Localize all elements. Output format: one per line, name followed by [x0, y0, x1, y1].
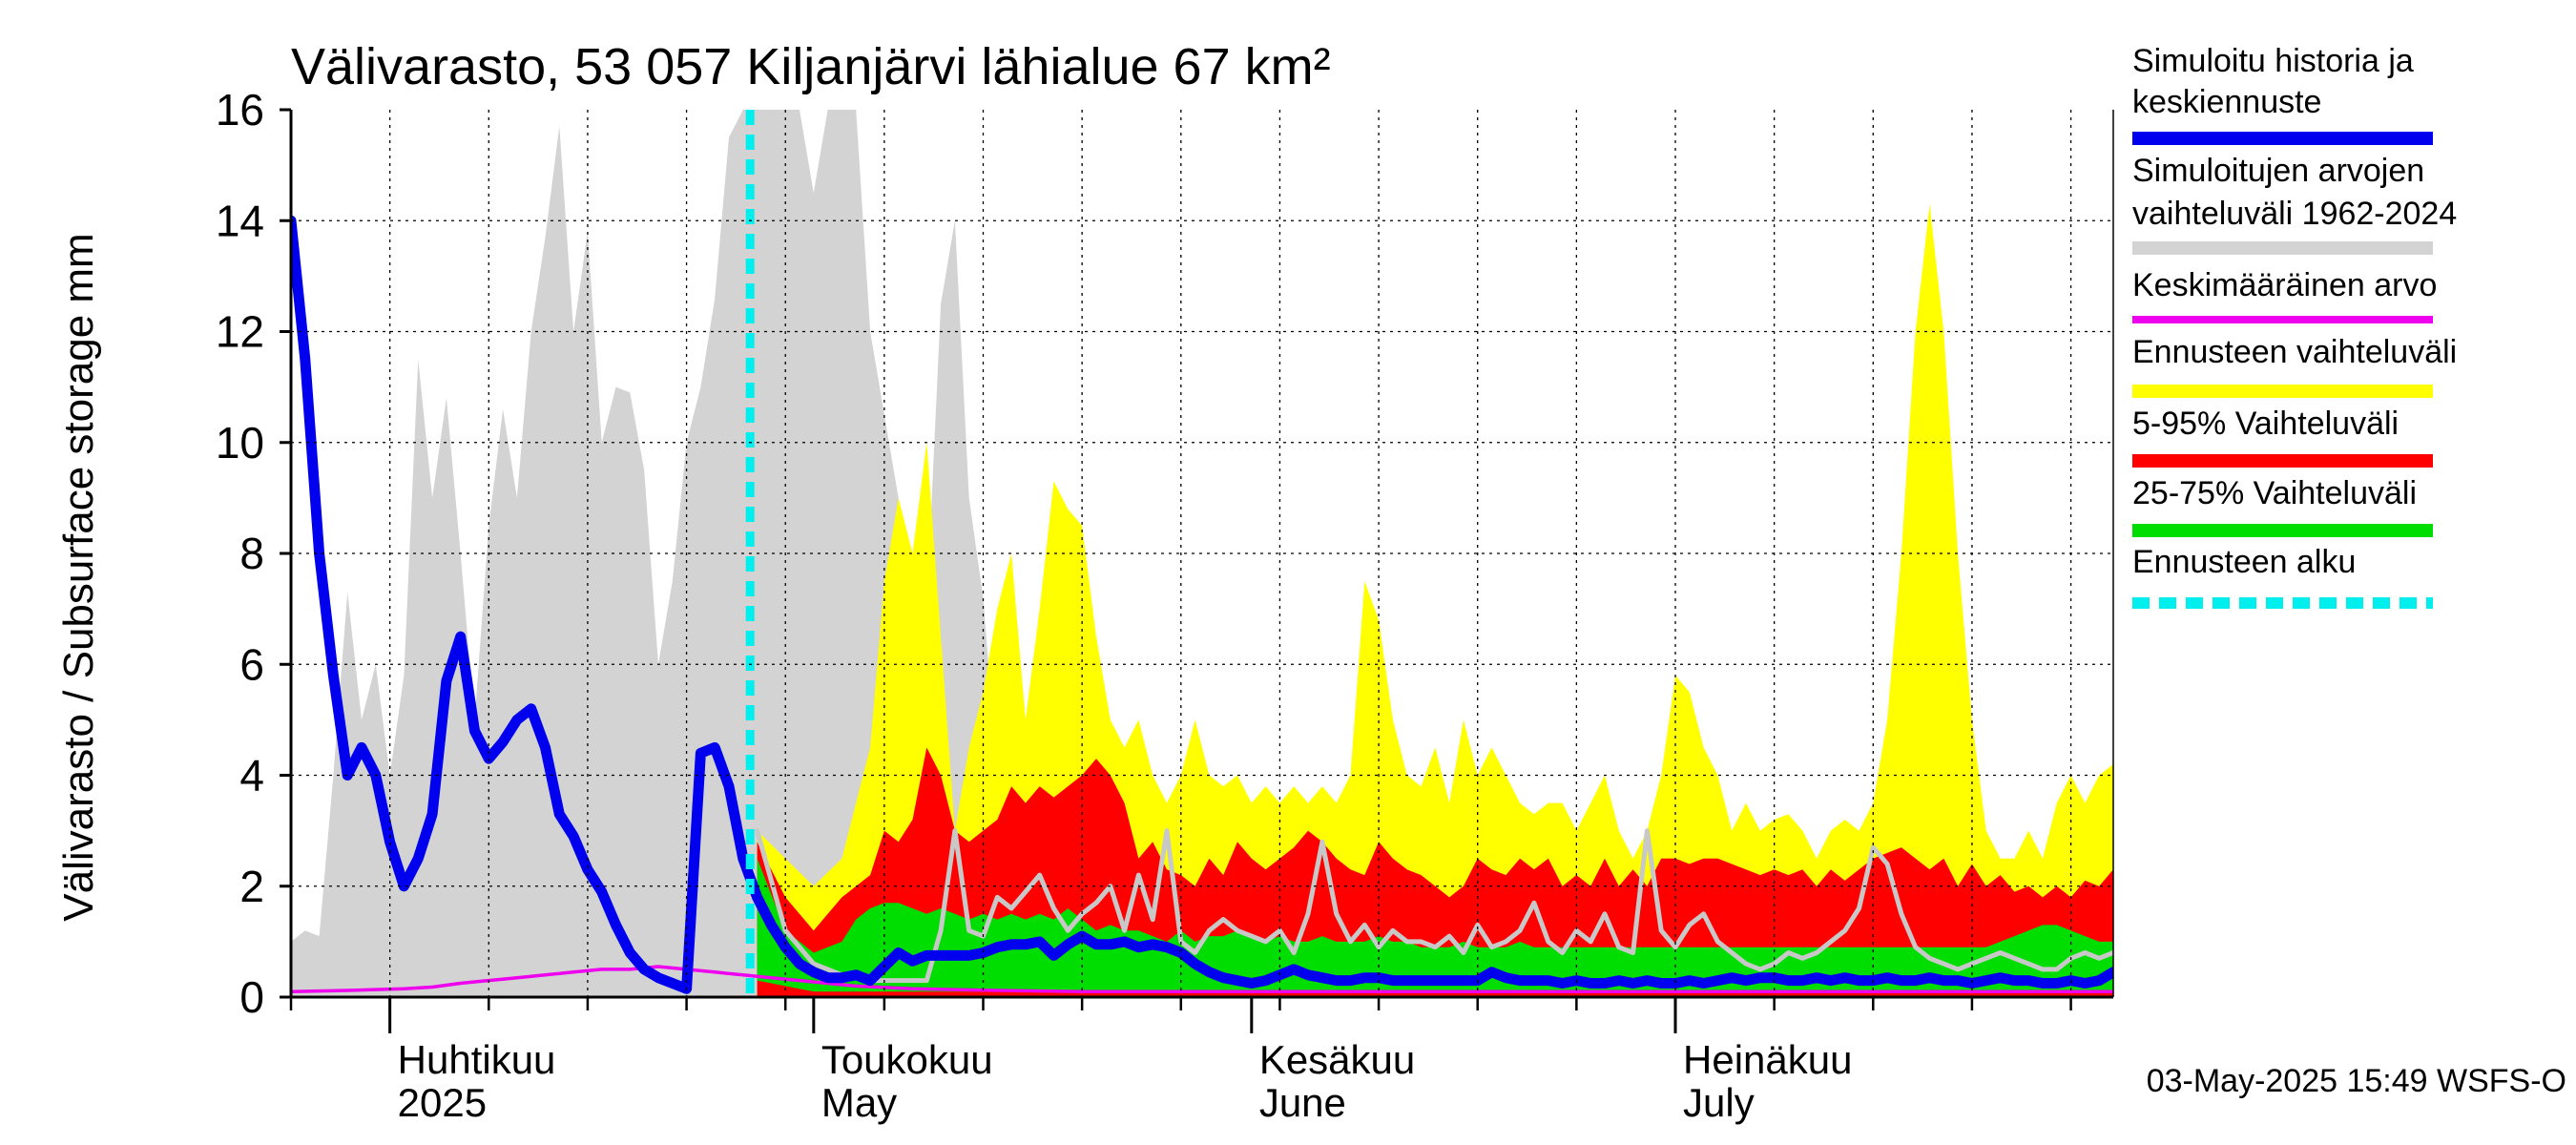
y-tick-label: 14	[216, 196, 264, 245]
month-sublabel: May	[821, 1080, 897, 1125]
month-label: Kesäkuu	[1259, 1037, 1415, 1082]
y-tick-label: 16	[216, 85, 264, 135]
line-ennusteen-mediaani	[755, 828, 2113, 984]
y-tick-label: 10	[216, 418, 264, 468]
y-axis-label: Välivarasto / Subsurface storage mm	[55, 233, 102, 921]
line-keskim-r-inen-arvo	[291, 965, 2113, 993]
y-tick-label: 6	[239, 639, 264, 689]
month-sublabel: July	[1683, 1080, 1755, 1125]
y-tick-label: 8	[239, 529, 264, 578]
legend-item-history: Simuloitu historia ja keskiennuste	[2132, 43, 2433, 145]
month-label: Huhtikuu	[398, 1037, 556, 1082]
legend-item-forecast_start: Ennusteen alku	[2132, 544, 2433, 609]
timestamp-footer: 03-May-2025 15:49 WSFS-O	[2147, 1063, 2566, 1099]
legend-label: Ennusteen vaihteluväli	[2132, 334, 2457, 370]
legend: Simuloitu historia jakeskiennusteSimuloi…	[2132, 43, 2457, 609]
chart-title: Välivarasto, 53 057 Kiljanjärvi lähialue…	[291, 38, 1331, 95]
line-simuloitu-historia-ja-keskiennuste	[291, 215, 2113, 994]
legend-label-line2: keskiennuste	[2132, 84, 2321, 120]
y-tick-label: 12	[216, 307, 264, 357]
y-tick-label: 4	[239, 751, 264, 801]
legend-label: 25-75% Vaihteluväli	[2132, 475, 2417, 511]
legend-label: Keskimääräinen arvo	[2132, 267, 2437, 303]
gridlines	[291, 110, 2113, 997]
legend-label: Simuloitujen arvojen	[2132, 153, 2424, 189]
y-tick-label: 0	[239, 972, 264, 1022]
month-sublabel: June	[1259, 1080, 1346, 1125]
month-label: Heinäkuu	[1683, 1037, 1852, 1082]
legend-label: Simuloitu historia ja	[2132, 43, 2414, 79]
month-label: Toukokuu	[821, 1037, 993, 1082]
legend-item-forecast_range: Ennusteen vaihteluväli	[2132, 334, 2457, 398]
y-tick-label: 2	[239, 862, 264, 911]
legend-item-p25_75: 25-75% Vaihteluväli	[2132, 475, 2433, 537]
month-sublabel: 2025	[398, 1080, 487, 1125]
legend-label: Ennusteen alku	[2132, 544, 2356, 580]
legend-item-range_hist: Simuloitujen arvojen vaihteluväli 1962-20…	[2132, 153, 2457, 255]
legend-label: 5-95% Vaihteluväli	[2132, 406, 2399, 442]
legend-item-p5_95: 5-95% Vaihteluväli	[2132, 406, 2433, 468]
legend-item-mean: Keskimääräinen arvo	[2132, 267, 2437, 323]
legend-label-line2: vaihteluväli 1962-2024	[2132, 196, 2457, 232]
